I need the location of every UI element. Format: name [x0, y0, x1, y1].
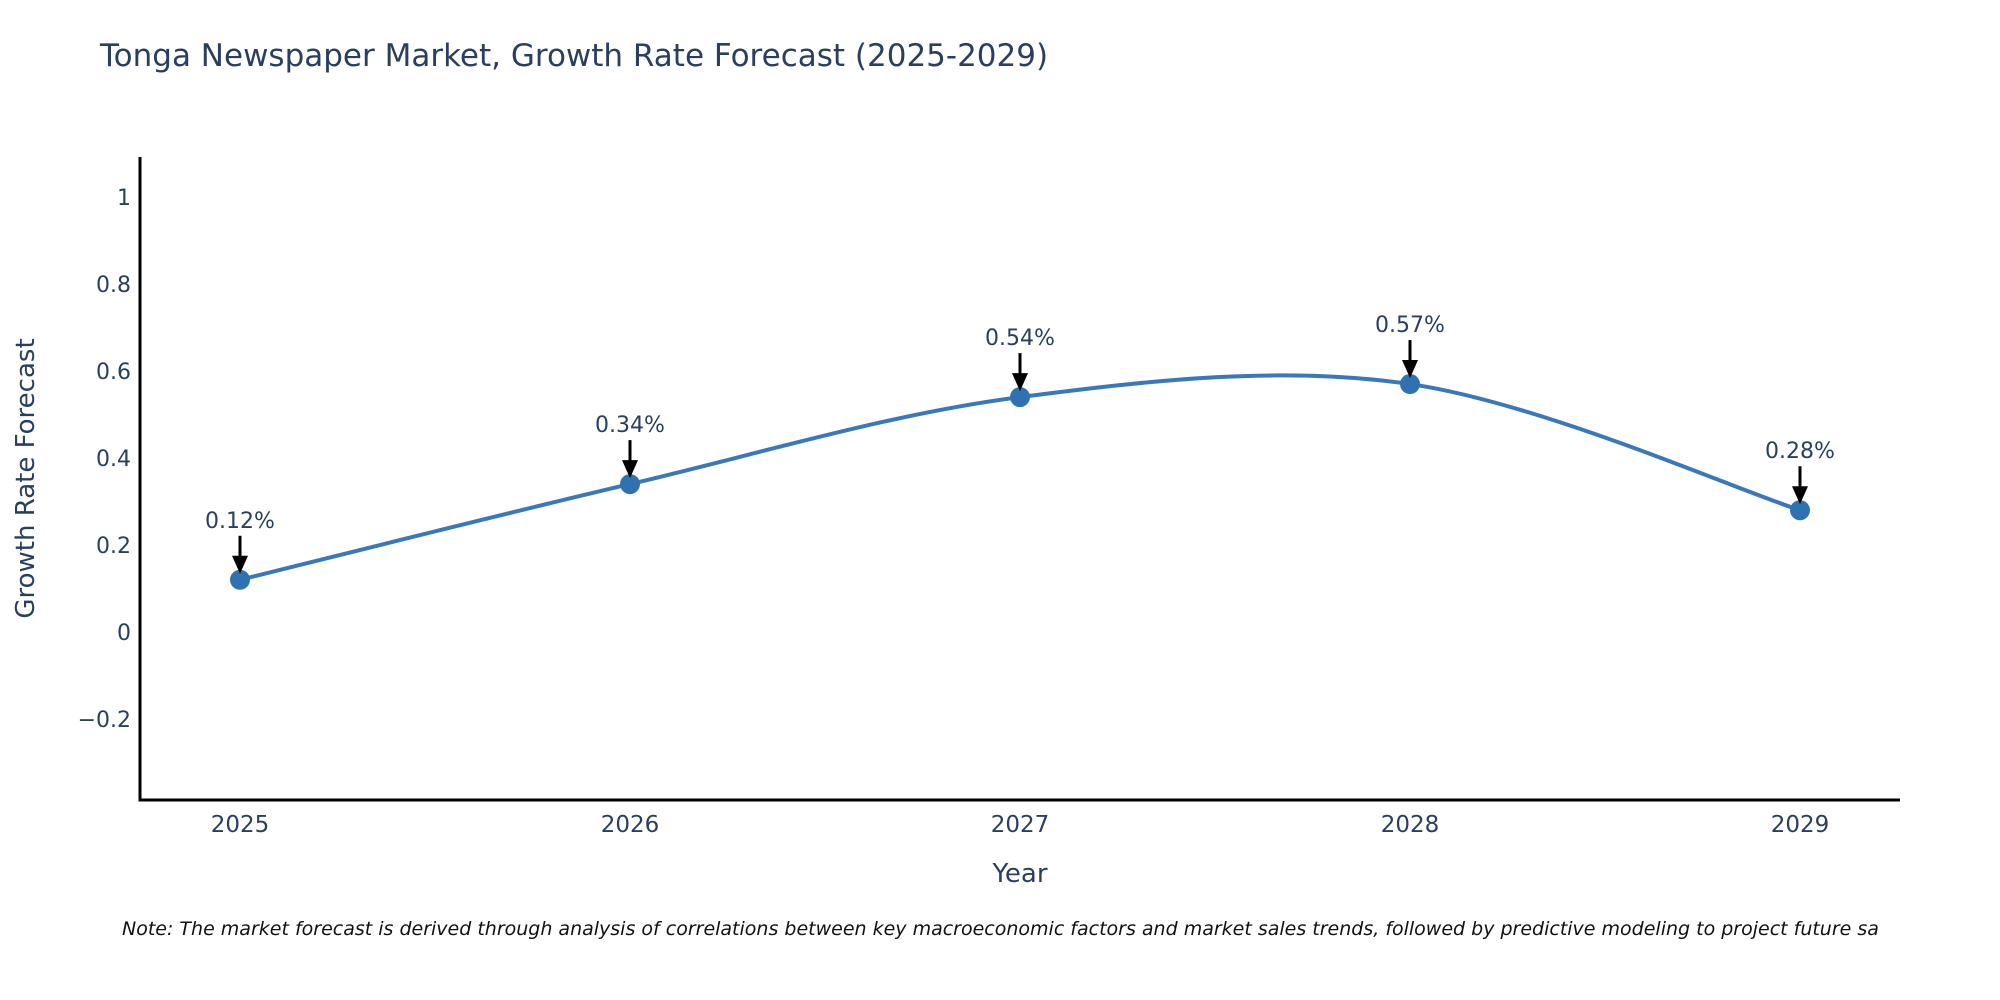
y-tick-label: −0.2 — [78, 708, 131, 733]
data-point-marker-2028 — [1400, 374, 1420, 395]
annotation-label: 0.57% — [1375, 313, 1445, 338]
y-tick-label: 1 — [117, 186, 131, 211]
x-tick-label: 2028 — [1381, 812, 1440, 838]
y-tick-label: 0.8 — [96, 273, 131, 298]
annotation-arrowhead-icon — [232, 555, 248, 574]
y-tick-label: 0.4 — [96, 447, 131, 472]
chart-title: Tonga Newspaper Market, Growth Rate Fore… — [100, 38, 1049, 74]
annotation-arrowhead-icon — [1792, 486, 1808, 505]
x-tick-label: 2029 — [1771, 812, 1830, 838]
footnote: Note: The market forecast is derived thr… — [122, 918, 1879, 940]
data-point-marker-2025 — [230, 569, 250, 590]
annotation-label: 0.54% — [985, 326, 1055, 351]
annotation-label: 0.34% — [595, 413, 665, 438]
annotation-label: 0.28% — [1765, 439, 1835, 464]
y-tick-label: 0.2 — [96, 534, 131, 559]
x-tick-label: 2027 — [991, 812, 1050, 838]
annotation-arrowhead-icon — [1012, 373, 1028, 392]
data-point-marker-2026 — [620, 474, 640, 495]
x-tick-label: 2025 — [211, 812, 270, 838]
annotation-arrowhead-icon — [1402, 360, 1418, 379]
data-point-marker-2029 — [1790, 500, 1810, 521]
y-tick-label: 0.6 — [96, 360, 131, 385]
annotation-arrowhead-icon — [622, 460, 638, 479]
y-axis-title: Growth Rate Forecast — [11, 338, 41, 618]
annotation-label: 0.12% — [205, 509, 275, 534]
data-point-marker-2027 — [1010, 387, 1030, 408]
x-axis-title: Year — [991, 859, 1047, 889]
y-tick-label: 0 — [117, 621, 131, 646]
x-tick-label: 2026 — [601, 812, 660, 838]
